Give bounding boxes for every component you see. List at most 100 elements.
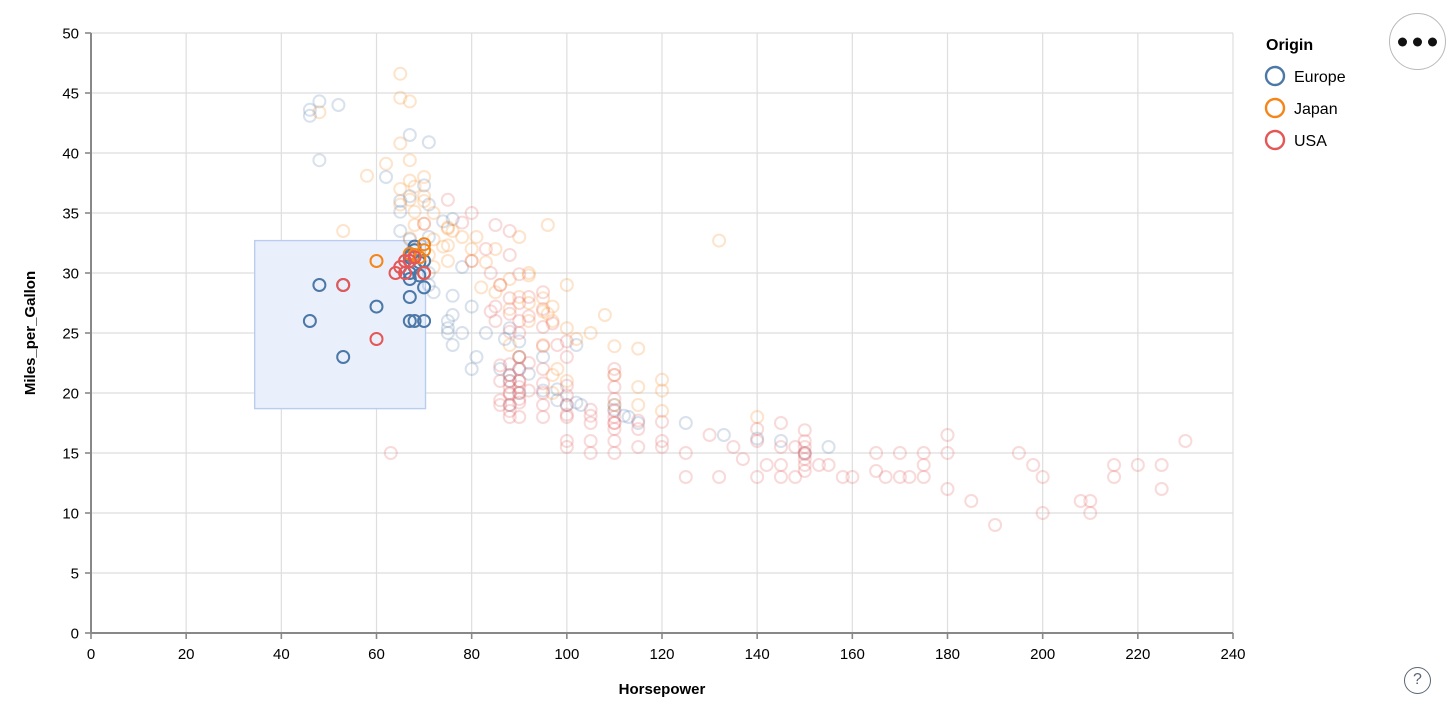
data-point-usa[interactable] (336, 278, 351, 292)
y-axis-tick-label: 25 (62, 326, 79, 343)
data-point-usa (536, 362, 551, 376)
data-point-japan (474, 280, 489, 295)
data-point-japan (440, 221, 455, 236)
data-point-japan (359, 168, 374, 183)
data-point-europe[interactable] (417, 314, 432, 328)
data-point-europe[interactable] (312, 278, 327, 292)
data-point-usa (512, 374, 527, 388)
help-button[interactable]: ? (1404, 667, 1431, 694)
data-point-japan (550, 362, 565, 376)
data-points-unselected (302, 66, 1193, 532)
data-point-usa[interactable] (369, 332, 384, 346)
data-point-usa (940, 446, 955, 460)
data-point-japan (493, 278, 508, 292)
data-point-europe[interactable] (302, 314, 317, 328)
data-point-japan (512, 290, 527, 304)
data-point-usa (1107, 470, 1122, 484)
y-axis-tick-label: 35 (62, 206, 79, 223)
data-point-usa (607, 416, 622, 430)
data-point-japan (536, 304, 551, 319)
data-point-usa[interactable] (388, 266, 403, 280)
data-point-usa (512, 350, 527, 364)
legend-item-japan[interactable]: Japan (1264, 97, 1338, 119)
data-point-usa (607, 416, 622, 430)
data-point-japan (521, 266, 536, 280)
data-point-europe[interactable] (402, 290, 417, 304)
data-point-usa (750, 434, 765, 448)
x-axis-tick-label: 20 (178, 646, 195, 663)
data-point-europe (616, 408, 631, 423)
data-point-japan[interactable] (369, 254, 384, 268)
data-point-usa (512, 326, 527, 340)
data-point-japan (502, 272, 517, 286)
data-point-usa (383, 446, 398, 460)
data-point-europe (417, 178, 432, 193)
data-point-europe (393, 204, 408, 219)
data-point-japan[interactable] (417, 237, 432, 252)
data-point-usa (750, 422, 765, 436)
data-point-usa (502, 306, 517, 321)
data-point-europe[interactable] (336, 350, 351, 364)
data-point-usa (1026, 458, 1041, 472)
data-point-japan (540, 218, 555, 232)
x-axis-tick-label: 180 (935, 646, 960, 663)
data-point-usa (773, 470, 788, 484)
data-point-europe (750, 431, 765, 446)
data-point-japan (655, 404, 669, 418)
data-point-europe[interactable] (402, 314, 417, 328)
data-point-japan (402, 192, 417, 207)
data-point-europe (569, 395, 584, 410)
y-axis-tick-label: 50 (62, 26, 79, 43)
legend-item-europe[interactable]: Europe (1264, 65, 1346, 87)
data-point-usa[interactable] (398, 266, 413, 280)
data-point-europe (678, 416, 693, 430)
data-point-japan (469, 230, 484, 244)
data-point-europe (512, 334, 527, 349)
x-axis-tick-label: 200 (1030, 646, 1055, 663)
data-point-europe (455, 260, 470, 274)
data-point-japan (407, 179, 422, 194)
data-point-europe (569, 338, 584, 352)
selection-rectangle[interactable] (253, 239, 427, 410)
data-point-usa (1130, 458, 1145, 472)
data-point-europe[interactable] (417, 280, 432, 295)
data-point-japan (488, 285, 503, 300)
data-point-europe (445, 338, 460, 352)
data-point-usa (559, 440, 574, 454)
x-axis-tick-label: 120 (649, 646, 674, 663)
data-point-usa[interactable] (417, 266, 432, 280)
data-point-europe (821, 440, 836, 454)
data-point-usa (583, 408, 598, 423)
data-point-usa (631, 422, 646, 436)
data-point-europe[interactable] (369, 299, 384, 314)
data-point-usa (488, 299, 503, 314)
chart-menu-button[interactable] (1389, 13, 1446, 70)
data-point-usa (1083, 506, 1098, 520)
x-axis-tick-label: 100 (554, 646, 579, 663)
data-point-usa (545, 316, 560, 331)
selection-brush[interactable] (253, 239, 427, 410)
data-point-usa (902, 470, 917, 484)
data-point-usa (988, 518, 1003, 532)
data-point-japan (502, 338, 517, 352)
legend-item-usa[interactable]: USA (1264, 129, 1327, 151)
data-point-europe (512, 362, 527, 376)
data-point-usa (940, 428, 955, 442)
data-point-usa (559, 388, 574, 403)
data-point-usa (607, 362, 622, 376)
data-point-japan (393, 90, 408, 105)
data-point-usa (502, 291, 517, 306)
data-point-japan (426, 206, 441, 220)
data-point-europe[interactable] (407, 314, 422, 328)
data-point-usa (502, 398, 517, 412)
legend[interactable]: Origin Europe Japan USA (1264, 37, 1346, 151)
data-point-usa (493, 393, 508, 408)
data-point-japan (545, 368, 560, 382)
data-point-europe (559, 398, 574, 412)
data-point-japan (521, 314, 536, 328)
data-point-usa (773, 440, 788, 454)
data-point-usa (702, 428, 717, 442)
data-point-usa (512, 386, 527, 400)
data-points-selected[interactable] (302, 237, 432, 364)
